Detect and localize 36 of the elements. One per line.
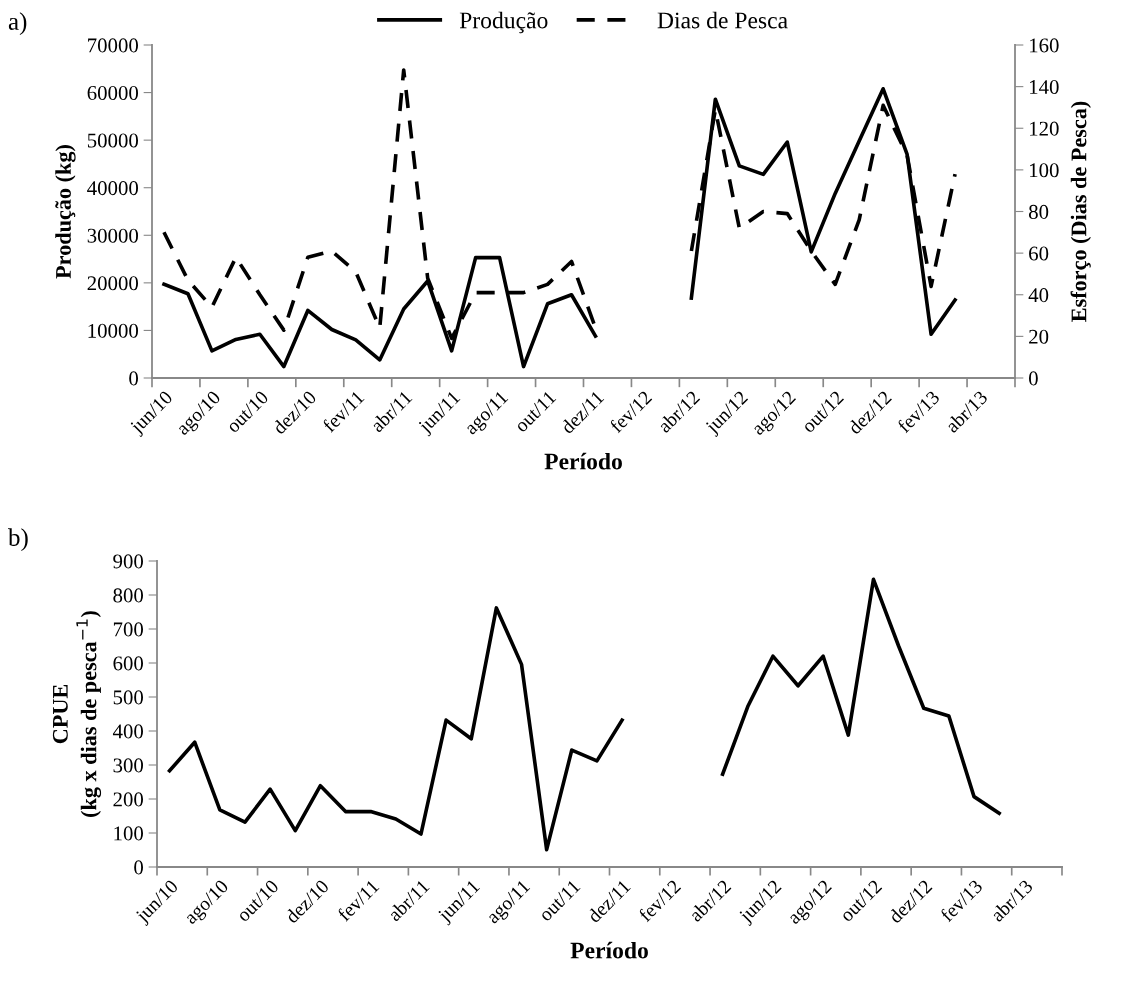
y-tick-label: 0 — [129, 371, 139, 386]
y-tick-label: 50000 — [87, 133, 139, 148]
y-tick-label: 30000 — [87, 228, 139, 243]
y-tick-label: 70000 — [88, 38, 139, 53]
y-tick-label: 900 — [113, 554, 144, 569]
y-axis-title: Produção (kg) — [55, 145, 76, 279]
x-axis-title: Período — [570, 941, 648, 959]
y-tick-label: 300 — [113, 758, 144, 773]
text: a) — [8, 12, 27, 35]
y-tick-label: 400 — [112, 724, 144, 739]
y2-tick-label: 80 — [1028, 204, 1049, 219]
y2-tick-label: 40 — [1028, 288, 1049, 303]
y-tick-label: 500 — [113, 690, 144, 705]
y-tick-label: 100 — [114, 826, 144, 841]
y-tick-label: 600 — [113, 656, 144, 671]
y-tick-label: 10000 — [88, 323, 139, 338]
y2-tick-label: 120 — [1030, 121, 1059, 136]
y2-tick-label: 20 — [1029, 329, 1049, 344]
legend-label: Dias de Pesca — [657, 11, 788, 29]
y-tick-label: 60000 — [87, 85, 139, 100]
y2-tick-label: 60 — [1029, 246, 1049, 261]
y-tick-label: 20000 — [87, 276, 139, 291]
y2-tick-label: 0 — [1028, 371, 1038, 386]
y-tick-label: 200 — [113, 792, 144, 807]
y-axis-title: CPUE (kg x dias de pesca$^{−1}$) — [52, 611, 102, 817]
text: b) — [8, 528, 28, 551]
y2-tick-label: 140 — [1030, 80, 1059, 95]
y-tick-label: 40000 — [87, 181, 139, 196]
y2-axis-title: Esforço (Dias de Pesca) — [1070, 101, 1091, 322]
y-tick-label: 800 — [113, 588, 144, 603]
x-axis-title: Período — [544, 452, 622, 470]
legend-label: Produção — [459, 11, 548, 34]
y2-tick-label: 160 — [1030, 38, 1059, 53]
y2-tick-label: 100 — [1030, 163, 1059, 178]
y-tick-label: 700 — [113, 622, 144, 637]
y-tick-label: 0 — [134, 860, 144, 875]
